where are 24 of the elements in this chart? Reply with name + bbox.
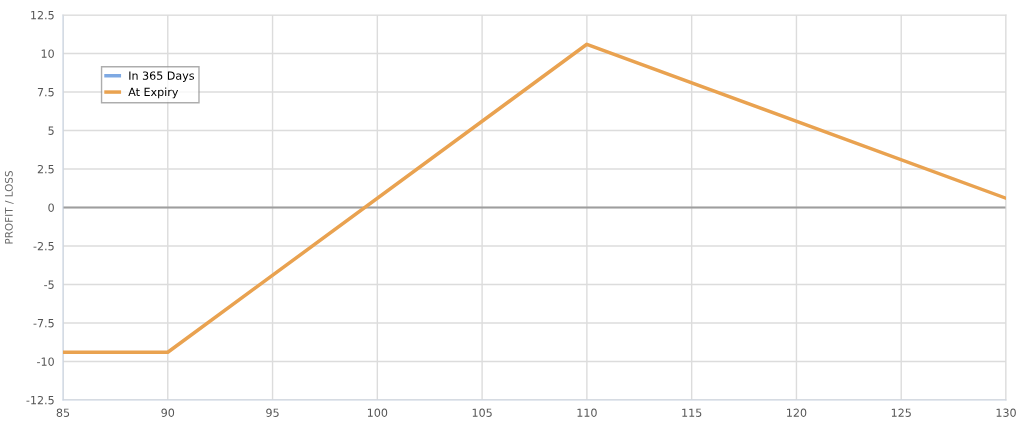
y-tick-label: -5 [44,280,54,289]
y-tick-label: 0 [48,203,54,212]
x-tick-label: 115 [682,408,702,417]
x-tick-label: 125 [891,408,911,417]
y-tick-label: -7.5 [33,319,54,328]
x-tick-label: 100 [367,408,388,417]
y-tick-label: -2.5 [33,241,54,251]
x-tick-label: 130 [996,408,1016,417]
y-tick-label: 7.5 [37,88,54,97]
x-tick-label: 85 [56,408,70,417]
y-tick-label: 2.5 [37,164,54,174]
y-tick-label: 5 [48,126,54,135]
x-tick-label: 120 [787,408,807,417]
x-tick-label: 95 [266,408,279,417]
y-tick-label: 12.5 [31,10,54,20]
x-tick-label: 90 [161,408,175,417]
legend-label: In 365 Days [129,71,194,82]
legend-label: At Expiry [128,87,179,99]
y-tick-label: -10 [37,357,54,366]
x-tick-label: 105 [472,408,492,417]
y-tick-label: -12.5 [26,395,54,405]
x-tick-label: 110 [577,408,597,417]
y-axis-title: PROFIT / LOSS [4,171,14,244]
y-tick-label: 10 [41,49,54,58]
